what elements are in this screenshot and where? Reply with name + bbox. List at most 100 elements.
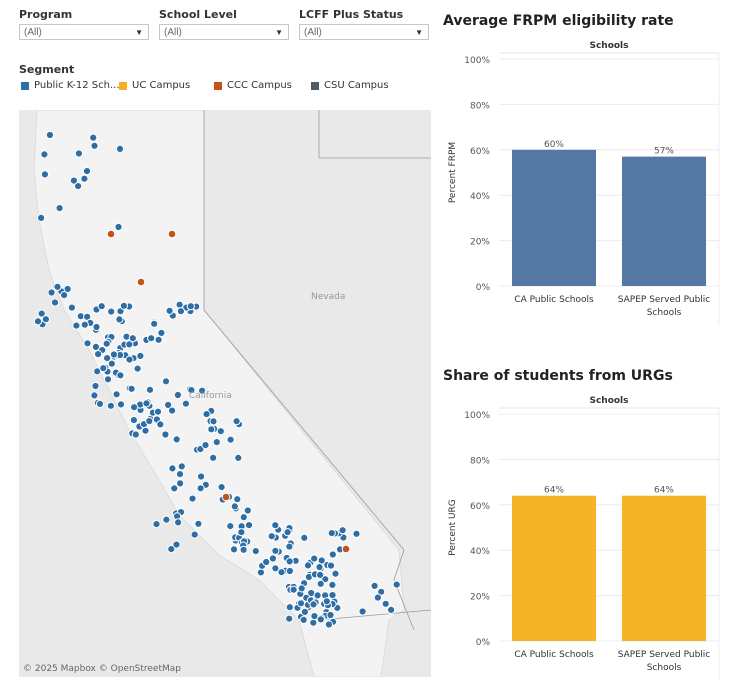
- map-point-k12[interactable]: [209, 417, 218, 426]
- map-point-k12[interactable]: [115, 144, 125, 154]
- map-point-k12[interactable]: [326, 610, 335, 620]
- legend-item-csu[interactable]: CSU Campus: [311, 80, 389, 91]
- map-point-k12[interactable]: [232, 417, 241, 426]
- map-point-k12[interactable]: [45, 130, 54, 140]
- school-level-select[interactable]: (All) ▼: [159, 24, 289, 40]
- map-point-ccc[interactable]: [167, 229, 177, 239]
- map-point-k12[interactable]: [67, 303, 77, 312]
- map-point-k12[interactable]: [94, 350, 103, 359]
- legend-item-ccc[interactable]: CCC Campus: [214, 80, 292, 91]
- map-point-k12[interactable]: [40, 170, 49, 179]
- map-point-k12[interactable]: [181, 399, 190, 408]
- map-point-k12[interactable]: [161, 430, 170, 439]
- map-point-k12[interactable]: [89, 133, 98, 142]
- map-point-k12[interactable]: [129, 416, 139, 425]
- map-point-k12[interactable]: [271, 546, 280, 555]
- map-point-k12[interactable]: [175, 300, 184, 309]
- map-point-k12[interactable]: [128, 334, 137, 343]
- map-point-k12[interactable]: [230, 502, 239, 511]
- map-point-k12[interactable]: [202, 410, 211, 419]
- map-point-k12[interactable]: [310, 612, 319, 621]
- map-point-k12[interactable]: [145, 417, 154, 426]
- map-point-k12[interactable]: [239, 513, 248, 522]
- map-point-k12[interactable]: [198, 386, 207, 395]
- map-point-k12[interactable]: [297, 584, 306, 593]
- map-point-k12[interactable]: [162, 515, 171, 524]
- map-point-k12[interactable]: [316, 579, 325, 588]
- map-point-k12[interactable]: [145, 385, 155, 394]
- map-point-k12[interactable]: [164, 400, 173, 410]
- map-point-k12[interactable]: [271, 521, 280, 530]
- map-point-k12[interactable]: [41, 315, 50, 324]
- map-point-k12[interactable]: [83, 339, 92, 348]
- map-point-k12[interactable]: [370, 581, 379, 590]
- map-point-ccc[interactable]: [221, 492, 231, 502]
- map-point-k12[interactable]: [233, 495, 242, 504]
- map-point-k12[interactable]: [244, 521, 254, 530]
- map-point-k12[interactable]: [309, 618, 318, 627]
- map-point-k12[interactable]: [303, 561, 313, 570]
- map-point-k12[interactable]: [309, 600, 318, 609]
- map-point-k12[interactable]: [358, 607, 367, 616]
- map-point-k12[interactable]: [285, 603, 294, 612]
- map-point-k12[interactable]: [115, 315, 124, 324]
- map-point-k12[interactable]: [239, 545, 248, 554]
- map-point-k12[interactable]: [229, 545, 239, 554]
- map-point-k12[interactable]: [37, 213, 46, 223]
- map-point-k12[interactable]: [172, 435, 181, 444]
- map-point-k12[interactable]: [40, 150, 49, 159]
- map-point-k12[interactable]: [328, 550, 337, 559]
- map-point-k12[interactable]: [194, 519, 203, 528]
- map-point-k12[interactable]: [114, 222, 123, 232]
- map-point-k12[interactable]: [82, 167, 92, 176]
- legend-item-uc[interactable]: UC Campus: [119, 80, 190, 91]
- map-point-k12[interactable]: [313, 591, 322, 600]
- map-point-k12[interactable]: [277, 568, 286, 577]
- map-point-k12[interactable]: [116, 371, 125, 380]
- map-point-k12[interactable]: [268, 554, 277, 563]
- map-point-k12[interactable]: [154, 335, 163, 344]
- map-point-k12[interactable]: [116, 400, 126, 409]
- map-point-k12[interactable]: [352, 529, 361, 538]
- map-point-k12[interactable]: [207, 425, 216, 434]
- map-point-k12[interactable]: [381, 599, 390, 608]
- map-point-k12[interactable]: [47, 288, 56, 297]
- map-point-k12[interactable]: [165, 306, 174, 315]
- map-point-k12[interactable]: [328, 580, 337, 589]
- map-point-k12[interactable]: [186, 302, 195, 311]
- map-point-k12[interactable]: [226, 435, 235, 444]
- map-point-ccc[interactable]: [341, 544, 351, 554]
- urg-bar[interactable]: [622, 495, 706, 641]
- map-point-k12[interactable]: [97, 302, 106, 311]
- map-point-k12[interactable]: [37, 309, 46, 318]
- map-point-k12[interactable]: [328, 591, 337, 600]
- map-point-k12[interactable]: [262, 557, 271, 567]
- map-point-k12[interactable]: [119, 301, 129, 310]
- map-point-k12[interactable]: [168, 464, 177, 473]
- map-point-k12[interactable]: [209, 453, 218, 462]
- map-point-k12[interactable]: [92, 322, 101, 332]
- map-point-k12[interactable]: [310, 554, 319, 563]
- map-point-k12[interactable]: [392, 580, 401, 589]
- map-point-k12[interactable]: [91, 381, 100, 391]
- map-point-k12[interactable]: [177, 462, 186, 471]
- map-point-k12[interactable]: [102, 339, 111, 348]
- map-point-k12[interactable]: [168, 406, 177, 415]
- map-point-k12[interactable]: [74, 149, 84, 158]
- map-point-k12[interactable]: [234, 453, 243, 462]
- map-point-k12[interactable]: [331, 569, 340, 578]
- map-point-k12[interactable]: [33, 317, 43, 326]
- map-point-k12[interactable]: [74, 182, 83, 191]
- program-select[interactable]: (All) ▼: [19, 24, 149, 40]
- map-point-k12[interactable]: [243, 506, 252, 515]
- map-point-k12[interactable]: [99, 364, 108, 373]
- map-point-k12[interactable]: [131, 430, 140, 439]
- map-point-k12[interactable]: [152, 520, 161, 529]
- map-point-k12[interactable]: [197, 472, 206, 481]
- map-point-k12[interactable]: [283, 528, 292, 537]
- map-point-k12[interactable]: [271, 564, 280, 573]
- urg-bar[interactable]: [512, 495, 596, 641]
- map-point-k12[interactable]: [190, 530, 199, 539]
- map-point-k12[interactable]: [90, 141, 99, 150]
- map-point-k12[interactable]: [136, 351, 145, 360]
